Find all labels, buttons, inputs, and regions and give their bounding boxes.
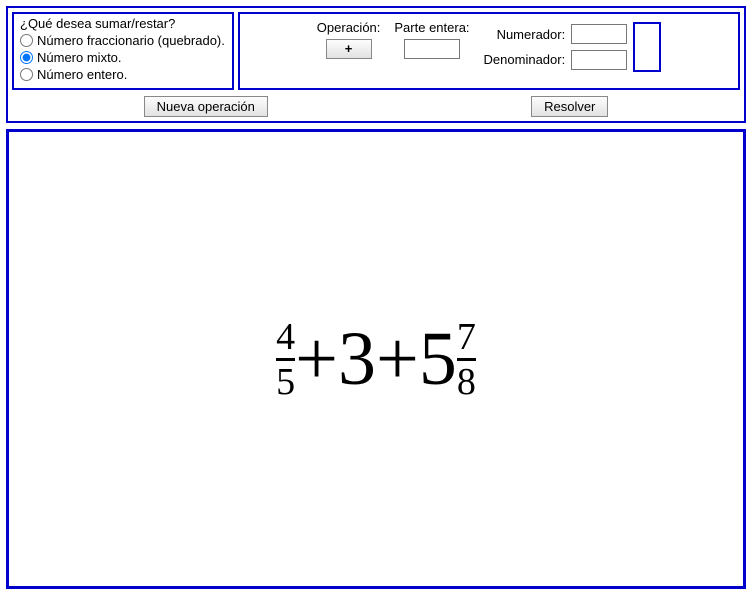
radio-fraction-input[interactable]: [20, 34, 33, 47]
operator1: +: [295, 321, 338, 397]
operand-inputs: Operación: + Parte entera: Numerador: De…: [238, 12, 740, 90]
numerator-input[interactable]: [571, 24, 627, 44]
whole-label: Parte entera:: [394, 20, 469, 35]
operation-label: Operación:: [317, 20, 381, 35]
controls-panel: ¿Qué desea sumar/restar? Número fraccion…: [6, 6, 746, 123]
radio-fraction[interactable]: Número fraccionario (quebrado).: [20, 33, 226, 48]
term3-mixed: 5 7 8: [419, 318, 476, 401]
number-type-group: ¿Qué desea sumar/restar? Número fraccion…: [12, 12, 234, 90]
term3-numerator: 7: [457, 318, 476, 356]
whole-input[interactable]: [404, 39, 460, 59]
radio-mixed-input[interactable]: [20, 51, 33, 64]
expression: 4 5 + 3 + 5 7 8: [276, 318, 476, 401]
radio-mixed-label: Número mixto.: [37, 50, 122, 65]
denominator-label: Denominador:: [484, 52, 566, 67]
term1-numerator: 4: [276, 318, 295, 356]
operation-toggle-button[interactable]: +: [326, 39, 372, 59]
term2-integer: 3: [338, 321, 376, 397]
radio-integer-label: Número entero.: [37, 67, 127, 82]
term3-denominator: 8: [457, 363, 476, 401]
numerator-label: Numerador:: [497, 27, 566, 42]
radio-integer[interactable]: Número entero.: [20, 67, 226, 82]
term1-fraction: 4 5: [276, 318, 295, 401]
operator2: +: [376, 321, 419, 397]
solve-button[interactable]: Resolver: [531, 96, 608, 117]
operation-col: Operación: +: [317, 20, 381, 59]
expression-display: 4 5 + 3 + 5 7 8: [6, 129, 746, 589]
new-operation-button[interactable]: Nueva operación: [144, 96, 268, 117]
radio-integer-input[interactable]: [20, 68, 33, 81]
term3-whole: 5: [419, 321, 457, 397]
term3-fraction: 7 8: [457, 318, 476, 401]
radio-fraction-label: Número fraccionario (quebrado).: [37, 33, 225, 48]
controls-row: ¿Qué desea sumar/restar? Número fraccion…: [12, 12, 740, 90]
fraction-preview: [633, 22, 661, 72]
whole-col: Parte entera:: [394, 20, 469, 59]
radio-mixed[interactable]: Número mixto.: [20, 50, 226, 65]
term1-denominator: 5: [276, 363, 295, 401]
number-type-title: ¿Qué desea sumar/restar?: [20, 16, 226, 31]
fraction-inputs: Numerador: Denominador:: [484, 20, 662, 72]
action-buttons: Nueva operación Resolver: [12, 94, 740, 117]
denominator-input[interactable]: [571, 50, 627, 70]
